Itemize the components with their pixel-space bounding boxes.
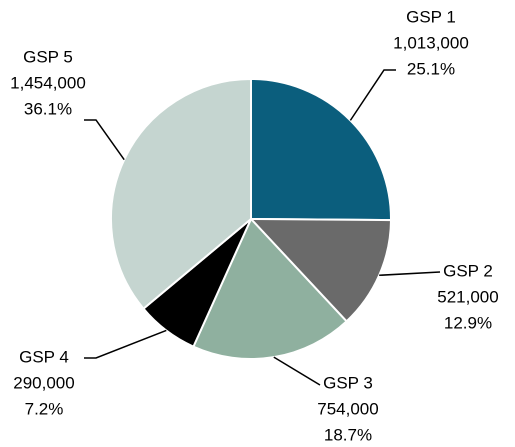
- percent-label: 18.7%: [324, 425, 372, 444]
- percent-label: 7.2%: [25, 399, 64, 418]
- percent-label: 12.9%: [444, 313, 492, 332]
- value-label: 1,454,000: [10, 73, 86, 92]
- leader-line: [273, 356, 321, 386]
- slice-label: GSP 5: [23, 47, 73, 66]
- pie-slice: [110, 77, 252, 311]
- percent-label: 36.1%: [24, 99, 72, 118]
- slice-label: GSP 2: [443, 261, 493, 280]
- slice-label: GSP 4: [19, 347, 69, 366]
- value-label: 290,000: [13, 373, 74, 392]
- pie-slice: [250, 77, 392, 222]
- value-label: 754,000: [317, 399, 378, 418]
- slice-label: GSP 3: [323, 373, 373, 392]
- value-label: 1,013,000: [393, 33, 469, 52]
- slice-label: GSP 1: [406, 7, 456, 26]
- value-label: 521,000: [437, 287, 498, 306]
- leader-line: [84, 329, 167, 359]
- leader-line: [84, 119, 125, 161]
- pie-slice: [192, 217, 348, 360]
- percent-label: 25.1%: [407, 59, 455, 78]
- leader-line: [349, 69, 396, 121]
- leader-line: [379, 271, 441, 277]
